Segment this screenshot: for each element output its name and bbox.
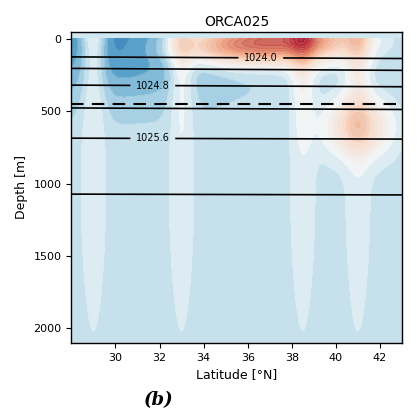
Y-axis label: Depth [m]: Depth [m]	[15, 155, 28, 219]
Text: 1024.8: 1024.8	[136, 80, 170, 90]
Text: 1025.6: 1025.6	[136, 133, 170, 143]
Title: ORCA025: ORCA025	[204, 15, 269, 29]
Text: 1024.0: 1024.0	[244, 53, 278, 63]
X-axis label: Latitude [°N]: Latitude [°N]	[196, 368, 277, 381]
Text: (b): (b)	[143, 391, 173, 409]
